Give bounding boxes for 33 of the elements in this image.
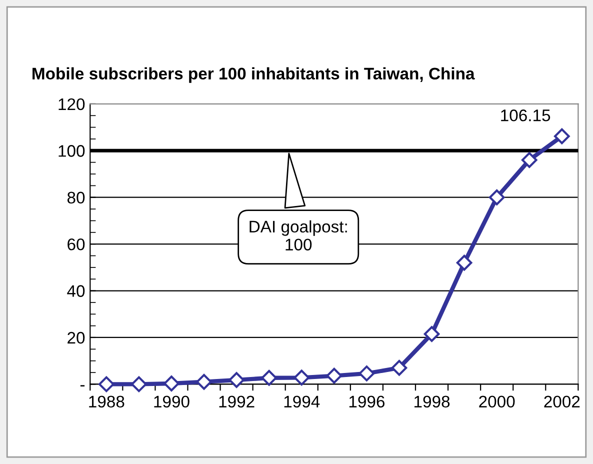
- x-tick-label: 1990: [154, 396, 190, 408]
- point: [164, 376, 180, 392]
- point: [196, 374, 212, 390]
- point: [326, 368, 342, 384]
- y-tick-label: 80: [67, 192, 85, 204]
- y-tick-label: 40: [67, 285, 85, 297]
- chart-title: Mobile subscribers per 100 inhabitants in Taiwan, China: [32, 67, 475, 83]
- x-tick-label: 1998: [414, 396, 450, 408]
- point: [294, 370, 310, 386]
- point: [98, 376, 114, 392]
- x-tick-label: 1988: [89, 396, 124, 408]
- y-tick-label: 60: [68, 238, 85, 250]
- x-tick-label: 2002: [544, 396, 580, 408]
- y-tick-label: 20: [68, 332, 85, 344]
- point: [521, 152, 538, 168]
- x-tick-label: 1994: [284, 396, 320, 408]
- y-tick-label: -: [80, 385, 85, 386]
- point: [391, 360, 408, 376]
- point: [228, 372, 244, 388]
- point: [424, 326, 440, 342]
- point: [261, 370, 278, 386]
- point: [358, 366, 375, 382]
- point: [554, 128, 570, 144]
- data-label: 106.15: [501, 110, 550, 122]
- y-tick-label: 120: [58, 98, 85, 110]
- point: [488, 189, 505, 206]
- x-tick-label: 1992: [219, 396, 254, 408]
- y-tick-label: 100: [58, 145, 85, 157]
- x-tick-label: 2000: [479, 396, 515, 408]
- x-tick-label: 1996: [349, 396, 384, 408]
- ref-line-label: DAI goalpost: 100: [250, 220, 347, 251]
- point: [131, 376, 147, 392]
- point: [456, 254, 472, 271]
